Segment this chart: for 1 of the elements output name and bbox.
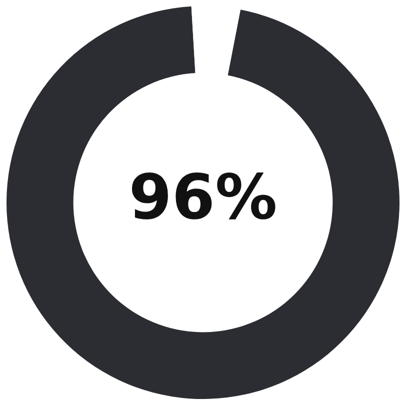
text: 96% [128,160,278,234]
